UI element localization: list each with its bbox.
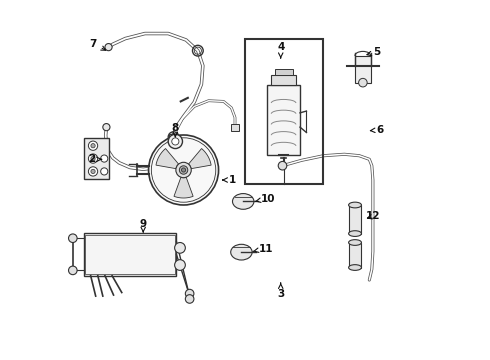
Text: 4: 4 bbox=[277, 42, 284, 58]
Circle shape bbox=[185, 295, 194, 303]
Bar bbox=[271, 75, 296, 85]
Ellipse shape bbox=[348, 265, 362, 270]
Circle shape bbox=[88, 154, 98, 163]
Circle shape bbox=[91, 169, 95, 174]
Circle shape bbox=[278, 161, 287, 170]
Circle shape bbox=[172, 138, 179, 145]
Text: 1: 1 bbox=[223, 175, 236, 185]
Circle shape bbox=[176, 162, 191, 178]
Bar bbox=[169, 134, 178, 141]
Bar bbox=[83, 233, 176, 276]
Circle shape bbox=[168, 134, 182, 149]
Bar bbox=[348, 205, 362, 234]
Circle shape bbox=[69, 266, 77, 275]
Bar bbox=[348, 243, 362, 267]
Circle shape bbox=[174, 260, 185, 270]
Circle shape bbox=[91, 144, 95, 148]
Circle shape bbox=[105, 44, 112, 51]
Circle shape bbox=[88, 167, 98, 176]
Ellipse shape bbox=[348, 231, 362, 237]
Text: 11: 11 bbox=[253, 244, 273, 253]
Ellipse shape bbox=[232, 194, 254, 209]
Bar bbox=[274, 69, 293, 75]
Bar bbox=[85, 235, 174, 274]
Bar bbox=[83, 138, 109, 179]
Polygon shape bbox=[156, 149, 179, 169]
Text: 5: 5 bbox=[367, 47, 381, 57]
Bar bbox=[355, 56, 371, 83]
Text: 9: 9 bbox=[140, 219, 147, 232]
Text: 3: 3 bbox=[277, 283, 284, 298]
Polygon shape bbox=[189, 149, 211, 169]
Text: 2: 2 bbox=[89, 154, 101, 164]
Circle shape bbox=[100, 155, 108, 162]
Circle shape bbox=[88, 141, 98, 150]
Circle shape bbox=[359, 78, 367, 87]
Circle shape bbox=[103, 123, 110, 131]
Ellipse shape bbox=[348, 202, 362, 208]
Circle shape bbox=[181, 168, 186, 172]
Text: 12: 12 bbox=[366, 211, 380, 221]
Circle shape bbox=[91, 157, 95, 161]
Circle shape bbox=[69, 234, 77, 243]
Bar bbox=[231, 123, 239, 131]
Bar bbox=[245, 39, 323, 184]
Circle shape bbox=[185, 289, 194, 298]
Circle shape bbox=[174, 243, 185, 253]
Circle shape bbox=[100, 168, 108, 175]
Ellipse shape bbox=[231, 244, 252, 260]
Ellipse shape bbox=[348, 240, 362, 246]
Circle shape bbox=[148, 135, 219, 205]
Text: 7: 7 bbox=[90, 39, 106, 50]
Text: 6: 6 bbox=[370, 125, 384, 135]
Bar bbox=[267, 85, 300, 155]
Text: 10: 10 bbox=[255, 194, 275, 203]
Text: 8: 8 bbox=[172, 123, 179, 137]
Circle shape bbox=[179, 166, 188, 174]
Polygon shape bbox=[174, 177, 193, 198]
